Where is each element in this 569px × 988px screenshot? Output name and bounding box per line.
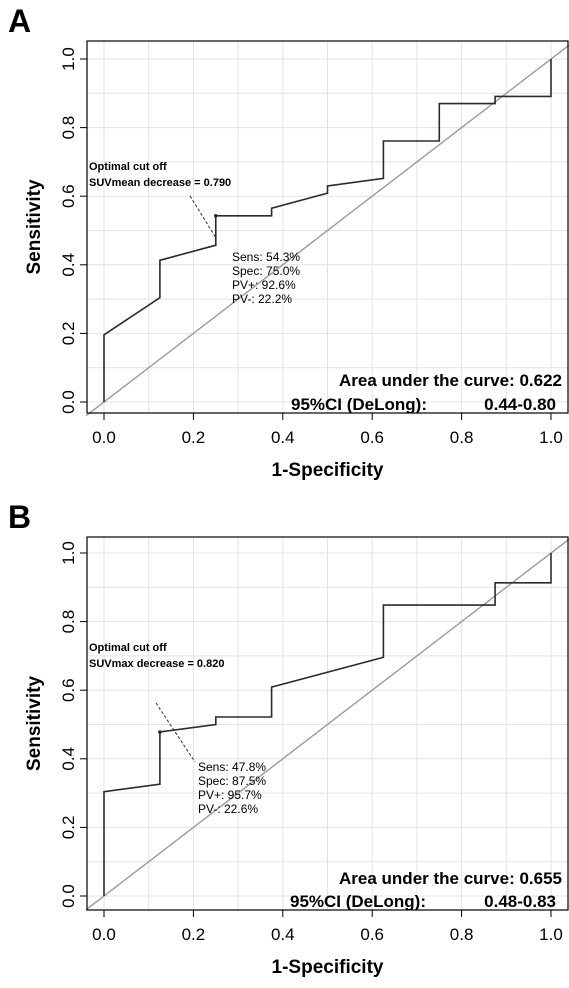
y-tick-label: 0.0 (59, 884, 78, 908)
auc-label: Area under the curve: 0.655 (339, 869, 562, 888)
x-axis-title: 1-Specificity (272, 957, 384, 978)
y-tick-label: 0.8 (59, 610, 78, 634)
x-tick-label: 0.8 (450, 925, 474, 944)
y-tick-label: 0.2 (59, 816, 78, 840)
ci-value: 0.44-0.80 (484, 395, 556, 414)
x-axis: 0.0 0.2 0.4 0.6 0.8 1.0 (92, 413, 563, 447)
cutoff-title: Optimal cut off (89, 642, 167, 654)
y-tick-label: 0.6 (59, 184, 78, 208)
y-axis-title: Sensitivity (24, 676, 45, 771)
specificity-label: Spec: 87.5% (198, 774, 266, 788)
y-axis: 0.0 0.2 0.4 0.6 0.8 1.0 (59, 541, 87, 908)
x-tick-label: 0.0 (92, 428, 116, 447)
npv-label: PV-: 22.6% (198, 802, 258, 816)
ci-label: 95%CI (DeLong): (291, 395, 427, 414)
ci-label: 95%CI (DeLong): (290, 892, 426, 911)
ppv-label: PV+: 92.6% (232, 278, 296, 292)
y-tick-label: 0.6 (59, 678, 78, 702)
x-tick-label: 0.6 (360, 428, 384, 447)
x-tick-label: 0.6 (360, 925, 384, 944)
x-tick-label: 0.2 (182, 428, 206, 447)
x-tick-label: 1.0 (539, 428, 563, 447)
y-tick-label: 1.0 (59, 47, 78, 71)
sensitivity-label: Sens: 47.8% (198, 760, 266, 774)
specificity-label: Spec: 75.0% (232, 264, 300, 278)
roc-panel-b: B 0.0 0.2 0.4 0.6 0.8 1.0 0.00.20.40.60.81.0 … (8, 499, 569, 978)
cutoff-value: SUVmax decrease = 0.820 (89, 658, 224, 670)
ppv-label: PV+: 95.7% (198, 788, 262, 802)
y-tick-label: 0.4 (59, 747, 78, 771)
cutoff-title: Optimal cut off (89, 161, 167, 173)
panel-letter-b: B (8, 499, 31, 535)
cutoff-value: SUVmean decrease = 0.790 (89, 177, 231, 189)
y-tick-label: 0.0 (59, 390, 78, 414)
y-axis: 0.0 0.2 0.4 0.6 0.8 1.0 (59, 47, 87, 414)
x-tick-label: 0.4 (271, 925, 295, 944)
auc-label: Area under the curve: 0.622 (339, 371, 562, 390)
y-tick-label: 0.2 (59, 322, 78, 346)
x-axis: 0.0 0.2 0.4 0.6 0.8 1.0 (92, 910, 563, 944)
npv-label: PV-: 22.2% (232, 292, 292, 306)
x-tick-label: 1.0 (539, 925, 563, 944)
cutoff-point (214, 214, 218, 218)
x-axis-title: 1-Specificity (272, 460, 384, 481)
y-axis-title: Sensitivity (24, 179, 45, 274)
x-tick-label: 0.8 (450, 428, 474, 447)
roc-panel-a: A 0.0 0.2 0.4 0.6 0.8 1.0 0.00.20.40.60.81.0 … (8, 3, 569, 481)
y-tick-label: 1.0 (59, 541, 78, 565)
panel-letter-a: A (8, 3, 31, 39)
x-tick-label: 0.2 (182, 925, 206, 944)
sensitivity-label: Sens: 54.3% (232, 250, 300, 264)
cutoff-point (158, 730, 162, 734)
x-tick-label: 0.0 (92, 925, 116, 944)
x-tick-label: 0.4 (271, 428, 295, 447)
y-tick-label: 0.8 (59, 116, 78, 140)
y-tick-label: 0.4 (59, 253, 78, 277)
ci-value: 0.48-0.83 (484, 892, 556, 911)
